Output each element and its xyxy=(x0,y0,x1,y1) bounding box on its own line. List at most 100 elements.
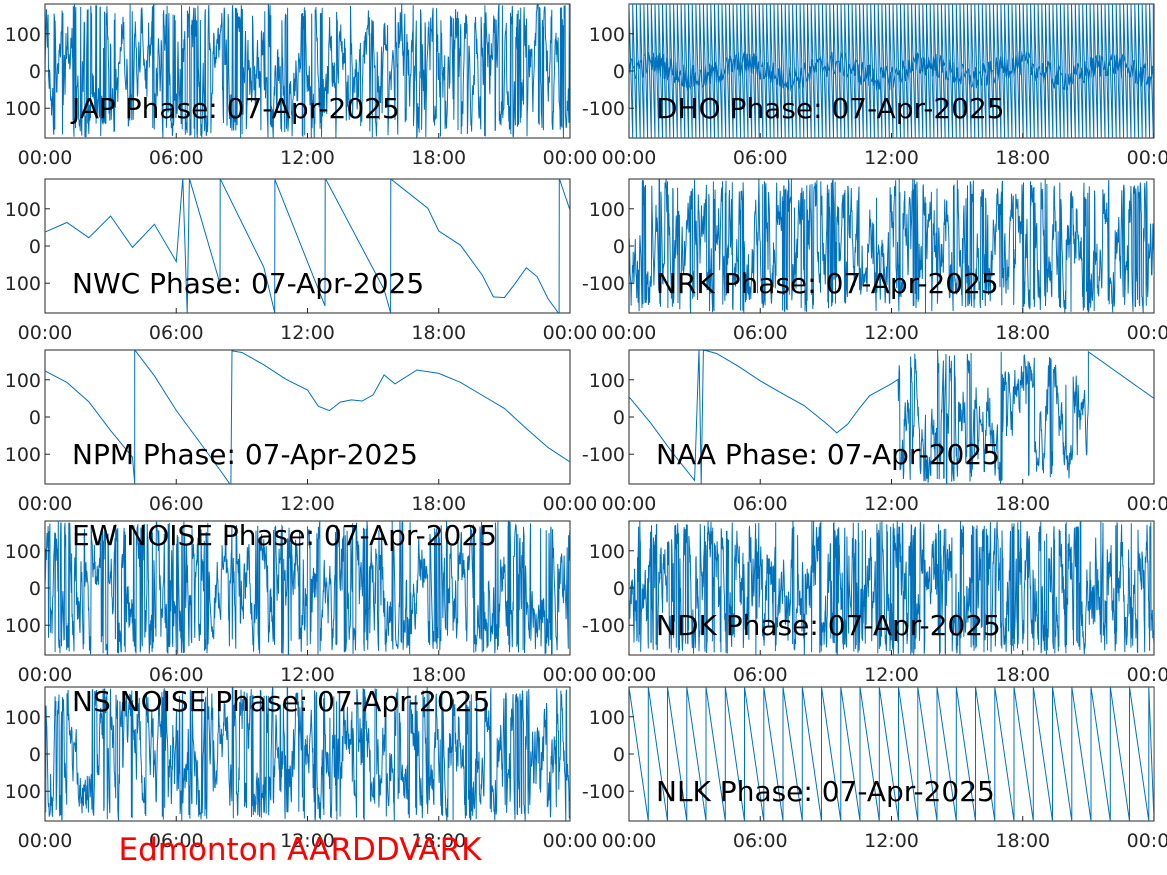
y-tick-label: 100 xyxy=(5,24,41,46)
x-tick-label: 12:00 xyxy=(864,147,919,169)
y-tick-label: 100 xyxy=(5,707,41,729)
y-tick-label: 100 xyxy=(589,707,625,729)
x-tick-label: 00:00 xyxy=(18,147,73,169)
x-tick-label: 12:00 xyxy=(864,493,919,515)
x-tick-label: 18:00 xyxy=(411,322,466,344)
plot-area xyxy=(628,686,1155,822)
x-tick-label: 00:00 xyxy=(543,147,598,169)
x-tick-label: 00:00 xyxy=(1127,830,1167,852)
x-tick-label: 00:00 xyxy=(18,493,73,515)
y-tick-label: -100 xyxy=(582,98,625,120)
phase-series-line xyxy=(629,521,1154,655)
x-tick-label: 12:00 xyxy=(864,664,919,686)
x-tick-label: 06:00 xyxy=(149,147,204,169)
x-tick-label: 18:00 xyxy=(995,322,1050,344)
phase-series-line xyxy=(45,687,570,821)
y-tick-label: 0 xyxy=(29,61,41,83)
panel-title: NRK Phase: 07-Apr-2025 xyxy=(656,267,999,300)
y-tick-label: 100 xyxy=(5,370,41,392)
x-tick-label: 00:00 xyxy=(602,493,657,515)
phase-series-line xyxy=(45,4,570,138)
x-tick-label: 06:00 xyxy=(149,830,204,852)
phase-panel: 00:00 06:00 12:00 18:00 00:00 100 0 100 EW NOISE… xyxy=(5,519,598,686)
x-tick-label: 12:00 xyxy=(864,322,919,344)
y-tick-label: 0 xyxy=(29,236,41,258)
x-tick-label: 00:00 xyxy=(602,664,657,686)
phase-panel: 00:00 06:00 12:00 18:00 00:00 100 0 -100 NRK Pha… xyxy=(582,178,1167,344)
y-tick-label: 0 xyxy=(29,407,41,429)
phase-panel: 00:00 06:00 12:00 18:00 00:00 100 0 -100 NDK Pha… xyxy=(582,520,1167,686)
panel-title: EW NOISE Phase: 07-Apr-2025 xyxy=(72,519,497,552)
y-tick-label: 0 xyxy=(613,61,625,83)
x-tick-label: 00:00 xyxy=(543,830,598,852)
x-tick-label: 06:00 xyxy=(733,830,788,852)
x-tick-label: 18:00 xyxy=(411,147,466,169)
y-tick-label: -100 xyxy=(582,615,625,637)
y-tick-label: 100 xyxy=(5,199,41,221)
x-tick-label: 12:00 xyxy=(864,830,919,852)
y-tick-label: 0 xyxy=(613,744,625,766)
x-tick-label: 00:00 xyxy=(602,322,657,344)
x-tick-label: 18:00 xyxy=(995,147,1050,169)
phase-panel: 00:00 06:00 12:00 18:00 00:00 100 0 100 NS NOISE… xyxy=(5,685,598,852)
x-tick-label: 00:00 xyxy=(543,322,598,344)
phase-series-line xyxy=(45,179,570,313)
phase-series-line xyxy=(629,179,1154,313)
phase-panel: 00:00 06:00 12:00 18:00 00:00 100 0 100 NWC Phas… xyxy=(5,178,598,344)
x-tick-label: 18:00 xyxy=(995,493,1050,515)
y-tick-label: 0 xyxy=(613,236,625,258)
phase-panel: 00:00 06:00 12:00 18:00 00:00 100 0 -100 DHO Pha… xyxy=(582,3,1167,169)
x-tick-label: 00:00 xyxy=(1127,322,1167,344)
x-tick-label: 12:00 xyxy=(280,493,335,515)
x-tick-label: 18:00 xyxy=(995,830,1050,852)
y-tick-label: 100 xyxy=(5,615,41,637)
panel-title: NDK Phase: 07-Apr-2025 xyxy=(656,609,1001,642)
panel-title: NS NOISE Phase: 07-Apr-2025 xyxy=(72,685,490,718)
y-tick-label: -100 xyxy=(582,781,625,803)
y-tick-label: 100 xyxy=(5,98,41,120)
y-tick-label: 100 xyxy=(589,199,625,221)
x-tick-label: 00:00 xyxy=(602,830,657,852)
x-tick-label: 06:00 xyxy=(733,322,788,344)
x-tick-label: 06:00 xyxy=(149,664,204,686)
x-tick-label: 00:00 xyxy=(543,664,598,686)
x-tick-label: 12:00 xyxy=(280,322,335,344)
phase-series-line xyxy=(45,350,570,484)
x-tick-label: 18:00 xyxy=(995,664,1050,686)
x-tick-label: 18:00 xyxy=(411,830,466,852)
panel-title: JAP Phase: 07-Apr-2025 xyxy=(70,92,400,125)
x-tick-label: 06:00 xyxy=(149,493,204,515)
y-tick-label: -100 xyxy=(582,273,625,295)
x-tick-label: 00:00 xyxy=(543,493,598,515)
panel-title: NLK Phase: 07-Apr-2025 xyxy=(656,775,995,808)
y-tick-label: 0 xyxy=(613,578,625,600)
x-tick-label: 12:00 xyxy=(280,664,335,686)
phase-series-line xyxy=(629,350,1154,484)
y-tick-label: 100 xyxy=(589,24,625,46)
x-tick-label: 12:00 xyxy=(280,830,335,852)
y-tick-label: 0 xyxy=(29,578,41,600)
x-tick-label: 06:00 xyxy=(733,664,788,686)
y-tick-label: 100 xyxy=(5,541,41,563)
panel-title: NAA Phase: 07-Apr-2025 xyxy=(656,438,1000,471)
phase-panel: 00:00 06:00 12:00 18:00 00:00 100 0 -100 NLK Pha… xyxy=(582,686,1167,852)
y-tick-label: 0 xyxy=(613,407,625,429)
x-tick-label: 00:00 xyxy=(1127,493,1167,515)
phase-panel: 00:00 06:00 12:00 18:00 00:00 100 0 -100 NAA Pha… xyxy=(582,349,1167,515)
x-tick-label: 00:00 xyxy=(1127,664,1167,686)
y-tick-label: 100 xyxy=(589,541,625,563)
y-tick-label: 0 xyxy=(29,744,41,766)
y-tick-label: 100 xyxy=(5,781,41,803)
y-tick-label: 100 xyxy=(589,370,625,392)
panel-title: NPM Phase: 07-Apr-2025 xyxy=(72,438,418,471)
y-tick-label: 100 xyxy=(5,444,41,466)
phase-series-line xyxy=(45,521,570,655)
y-tick-label: -100 xyxy=(582,444,625,466)
phase-panel: 00:00 06:00 12:00 18:00 00:00 100 0 100 NPM Phas… xyxy=(5,349,598,515)
x-tick-label: 00:00 xyxy=(18,664,73,686)
station-label: Edmonton AARDDVARK xyxy=(118,832,482,868)
x-tick-label: 06:00 xyxy=(733,147,788,169)
panel-title: NWC Phase: 07-Apr-2025 xyxy=(72,267,424,300)
y-tick-label: 100 xyxy=(5,273,41,295)
